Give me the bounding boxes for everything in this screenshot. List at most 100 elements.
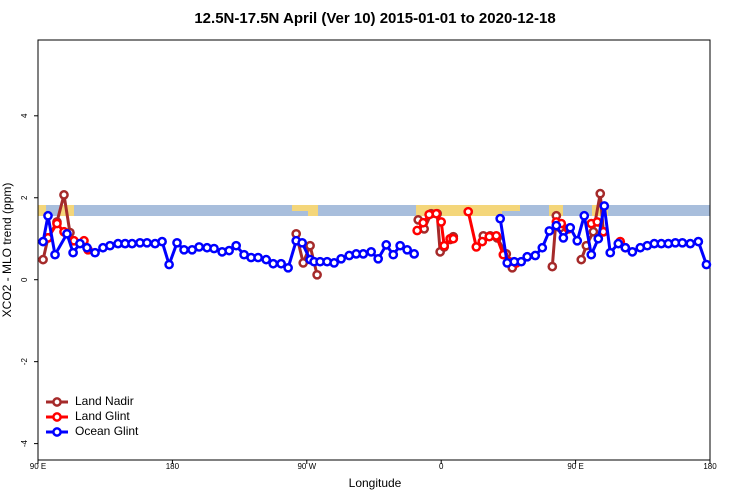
point bbox=[283, 262, 293, 273]
point bbox=[52, 218, 62, 229]
point bbox=[593, 233, 604, 244]
point bbox=[409, 249, 420, 259]
point bbox=[179, 244, 189, 255]
point bbox=[312, 269, 322, 280]
point bbox=[253, 252, 263, 263]
point bbox=[491, 231, 502, 241]
y-tick-label: -4 bbox=[20, 440, 29, 448]
legend-label: Land Nadir bbox=[75, 394, 134, 408]
y-tick-label: 4 bbox=[20, 113, 29, 118]
point bbox=[209, 243, 219, 254]
point bbox=[463, 206, 474, 217]
point bbox=[336, 253, 346, 264]
land-strip bbox=[38, 205, 46, 216]
point bbox=[516, 256, 527, 267]
land-strip bbox=[308, 205, 318, 216]
point bbox=[547, 261, 558, 272]
point bbox=[558, 233, 569, 243]
land-strip bbox=[502, 205, 520, 211]
y-tick-label: -2 bbox=[20, 358, 29, 366]
point bbox=[530, 250, 541, 261]
point bbox=[537, 242, 548, 253]
point bbox=[105, 240, 115, 251]
point bbox=[522, 251, 533, 262]
point bbox=[576, 254, 587, 265]
point bbox=[551, 220, 562, 231]
point bbox=[50, 249, 60, 260]
point bbox=[276, 258, 286, 269]
point bbox=[586, 249, 597, 260]
point bbox=[38, 254, 48, 265]
point bbox=[381, 240, 392, 250]
point bbox=[693, 236, 704, 247]
plot-frame bbox=[37, 39, 711, 461]
point bbox=[142, 237, 152, 248]
y-axis-label: XCO2 - MLO trend (ppm) bbox=[0, 183, 14, 318]
point bbox=[701, 259, 712, 270]
point bbox=[412, 225, 423, 236]
point bbox=[261, 254, 272, 265]
point bbox=[436, 217, 447, 227]
point bbox=[439, 240, 450, 251]
point bbox=[90, 247, 100, 258]
land-strip bbox=[416, 205, 502, 216]
legend-marker bbox=[52, 412, 62, 422]
land-strip bbox=[592, 205, 608, 216]
point bbox=[565, 222, 576, 233]
ocean-strip bbox=[38, 205, 710, 216]
point bbox=[59, 190, 69, 200]
point bbox=[418, 217, 428, 228]
point bbox=[43, 210, 53, 221]
point bbox=[38, 236, 48, 247]
chart-title: 12.5N-17.5N April (Ver 10) 2015-01-01 to… bbox=[194, 10, 555, 27]
point bbox=[358, 249, 369, 259]
point bbox=[477, 236, 488, 247]
point bbox=[620, 242, 631, 253]
point bbox=[627, 246, 638, 257]
point bbox=[297, 237, 308, 248]
point bbox=[305, 240, 315, 251]
point bbox=[572, 235, 583, 246]
point bbox=[329, 258, 339, 268]
x-tick-label: 90 E bbox=[567, 462, 583, 471]
point bbox=[373, 253, 384, 264]
point bbox=[431, 208, 442, 219]
point bbox=[613, 238, 624, 249]
point bbox=[599, 201, 610, 211]
point bbox=[495, 213, 506, 224]
land-strip bbox=[292, 205, 318, 211]
legend-label: Ocean Glint bbox=[75, 424, 139, 438]
point bbox=[402, 244, 413, 255]
x-tick-label: 90 E bbox=[30, 462, 46, 471]
point bbox=[685, 238, 696, 249]
x-tick-label: 180 bbox=[703, 462, 717, 471]
x-tick-label: 0 bbox=[439, 462, 444, 471]
map-strip bbox=[38, 205, 710, 216]
y-tick-label: 2 bbox=[20, 195, 29, 200]
legend-marker bbox=[52, 397, 62, 407]
point bbox=[127, 238, 137, 249]
x-tick-label: 90 W bbox=[297, 462, 316, 471]
point bbox=[268, 258, 279, 269]
point bbox=[172, 237, 182, 248]
point bbox=[231, 240, 242, 251]
point bbox=[595, 188, 606, 199]
point bbox=[579, 210, 590, 221]
point bbox=[605, 247, 616, 258]
point bbox=[366, 246, 377, 257]
point bbox=[471, 242, 482, 252]
point bbox=[224, 245, 234, 256]
point bbox=[395, 240, 405, 251]
point bbox=[677, 237, 688, 248]
point bbox=[75, 238, 85, 249]
point bbox=[448, 233, 459, 244]
point bbox=[588, 226, 599, 237]
point bbox=[68, 247, 78, 258]
point bbox=[62, 228, 72, 239]
point bbox=[388, 249, 399, 260]
point bbox=[544, 226, 555, 236]
x-tick-label: 180 bbox=[166, 462, 180, 471]
y-tick-label: 0 bbox=[20, 277, 29, 282]
